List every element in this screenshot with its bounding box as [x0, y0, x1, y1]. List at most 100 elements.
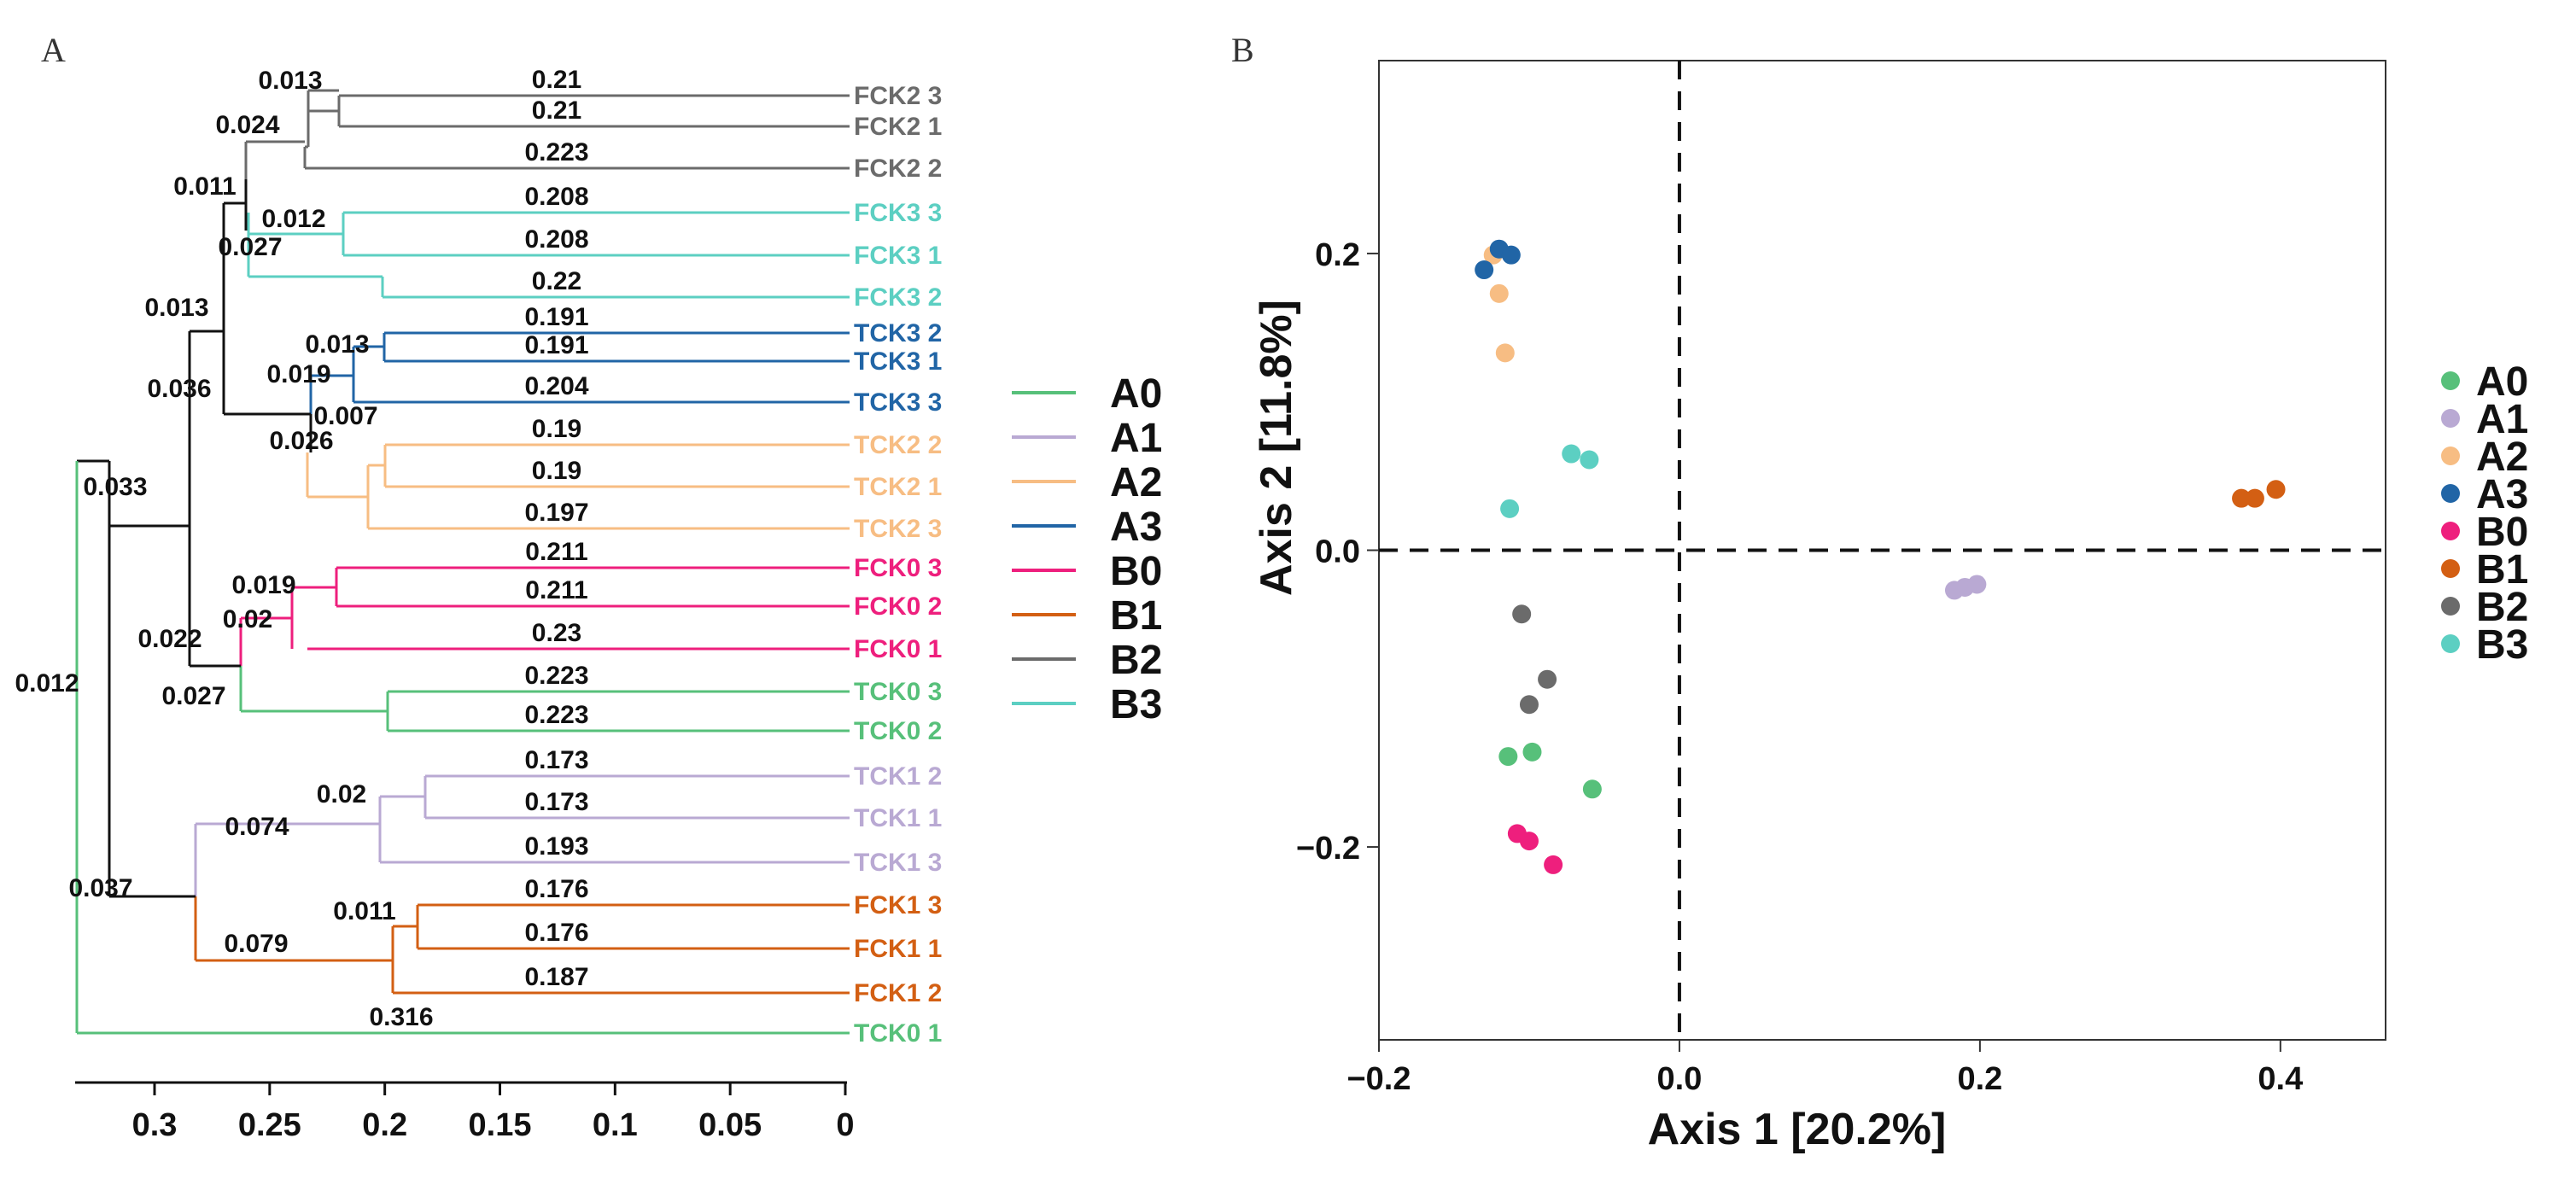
- branch-length-label: 0.223: [524, 701, 588, 729]
- node-length-label: 0.027: [161, 682, 225, 710]
- legend-label-A3: A3: [2476, 472, 2528, 517]
- x-tick-label: 0.2: [1957, 1061, 2002, 1097]
- legend-label-B2: B2: [2476, 585, 2528, 630]
- node-length-label: 0.019: [266, 360, 330, 388]
- leaf-label: FCK1 2: [854, 979, 942, 1007]
- leaf-label: FCK0 2: [854, 592, 942, 621]
- branch-length-label: 0.21: [532, 96, 581, 125]
- branch-length-label: 0.23: [532, 619, 581, 647]
- leaf-label: FCK1 1: [854, 935, 942, 963]
- point-A0: [1582, 779, 1602, 799]
- node-length-label: 0.022: [137, 625, 202, 653]
- branch-length-label: 0.193: [524, 832, 588, 861]
- panel-label-a: A: [41, 31, 66, 69]
- leaf-label: FCK0 1: [854, 635, 942, 663]
- branch-length-label: 0.208: [524, 183, 588, 211]
- point-A1: [1967, 575, 1987, 594]
- node-length-label: 0.011: [333, 897, 395, 925]
- branch-length-label: 0.21: [532, 66, 581, 94]
- branch-length-label: 0.223: [524, 138, 588, 166]
- point-B3: [1500, 499, 1520, 518]
- legend-marker-B0: [2441, 522, 2460, 540]
- leaf-label: FCK2 3: [854, 82, 942, 110]
- node-length-label: 0.036: [147, 375, 211, 403]
- leaf-label: FCK2 2: [854, 155, 942, 183]
- leaf-label: TCK0 3: [854, 678, 942, 706]
- x-tick-label: −0.2: [1346, 1061, 1411, 1097]
- dendrogram-panel: A FCK2 3 0.21 FCK2 1 0.21 FCK2 2 0.223 FCK3 3 0.…: [15, 31, 1162, 1143]
- legend-label-A0: A0: [2476, 359, 2528, 405]
- legend-label-B1: B1: [2476, 547, 2528, 592]
- node-length-label: 0.027: [218, 233, 282, 261]
- point-A2: [1489, 283, 1509, 303]
- legend-marker-B3: [2441, 634, 2460, 653]
- node-length-label: 0.011: [173, 172, 236, 201]
- leaf-label: TCK2 3: [854, 515, 942, 543]
- point-A3: [1475, 260, 1494, 280]
- branch-length-label: 0.173: [524, 746, 588, 774]
- leaf-label: FCK3 1: [854, 242, 942, 270]
- leaf-label: TCK2 1: [854, 473, 942, 501]
- point-B2: [1538, 669, 1557, 689]
- point-B1: [2245, 488, 2264, 508]
- legend-label-A0: A0: [1110, 371, 1162, 417]
- legend-marker-B1: [2441, 559, 2460, 578]
- node-length-label: 0.02: [223, 605, 272, 633]
- y-axis-label: Axis 2 [11.8%]: [1252, 300, 1301, 596]
- legend-label-B0: B0: [2476, 510, 2528, 555]
- leaf-label: TCK0 1: [854, 1019, 942, 1048]
- pcoa-scatter-panel: B −0.2 0.0 0.2 0.4 0.2 0.0 −0.2 Axis 1 [20.2%] Ax…: [1231, 31, 2528, 1154]
- point-B1: [2232, 488, 2252, 508]
- node-length-label: 0.02: [317, 780, 366, 808]
- dendrogram-x-tick-label: 0.25: [238, 1107, 301, 1143]
- leaf-label: FCK1 3: [854, 891, 942, 919]
- branch-length-label: 0.223: [524, 662, 588, 690]
- leaf-label: TCK2 2: [854, 431, 942, 459]
- dendrogram-x-tick-label: 0: [836, 1107, 854, 1143]
- branch-length-label: 0.176: [524, 875, 588, 903]
- node-length-label: 0.013: [144, 294, 208, 322]
- dendrogram-x-tick-label: 0.1: [593, 1107, 638, 1143]
- legend-label-B3: B3: [2476, 622, 2528, 668]
- legend-label-A1: A1: [2476, 397, 2528, 442]
- branch-length-label: 0.187: [524, 963, 588, 991]
- branch-length-label: 0.211: [525, 538, 587, 566]
- y-tick-label: 0.0: [1315, 534, 1360, 570]
- legend-label-A2: A2: [2476, 435, 2528, 480]
- branch-length-label: 0.173: [524, 788, 588, 816]
- leaf-label: TCK3 1: [854, 347, 942, 376]
- legend-label-A1: A1: [1110, 416, 1162, 461]
- point-A0: [1522, 742, 1542, 762]
- node-length-label: 0.012: [261, 205, 325, 233]
- leaf-label: FCK3 2: [854, 283, 942, 312]
- node-length-label: 0.012: [15, 669, 79, 697]
- point-B0: [1519, 832, 1539, 851]
- node-length-label: 0.026: [269, 427, 333, 455]
- branch-length-label: 0.211: [525, 576, 587, 604]
- leaf-label: TCK1 3: [854, 849, 942, 877]
- leaf-label: TCK3 2: [854, 319, 942, 347]
- panel-label-b: B: [1231, 31, 1254, 69]
- point-B0: [1544, 855, 1563, 874]
- leaf-label: TCK1 1: [854, 804, 942, 832]
- node-length-label: 0.037: [68, 874, 132, 902]
- point-B3: [1562, 444, 1581, 464]
- legend-marker-B2: [2441, 597, 2460, 616]
- leaf-label: TCK0 2: [854, 717, 942, 745]
- dendrogram-x-tick-label: 0.3: [132, 1107, 178, 1143]
- node-length-label: 0.013: [258, 67, 322, 95]
- point-B2: [1512, 604, 1532, 624]
- dendrogram-x-tick-label: 0.15: [469, 1107, 532, 1143]
- leaf-label: FCK2 1: [854, 113, 942, 141]
- dendrogram-x-tick-label: 0.2: [362, 1107, 407, 1143]
- node-length-label: 0.013: [305, 330, 369, 359]
- x-tick-label: 0.0: [1657, 1061, 1703, 1097]
- legend-label-B3: B3: [1110, 682, 1162, 727]
- node-length-label: 0.007: [313, 402, 377, 430]
- branch-length-label: 0.204: [524, 372, 588, 400]
- x-axis-label: Axis 1 [20.2%]: [1648, 1105, 1947, 1154]
- legend-marker-A2: [2441, 447, 2460, 465]
- legend-label-B1: B1: [1110, 593, 1162, 639]
- node-length-label: 0.079: [224, 930, 288, 958]
